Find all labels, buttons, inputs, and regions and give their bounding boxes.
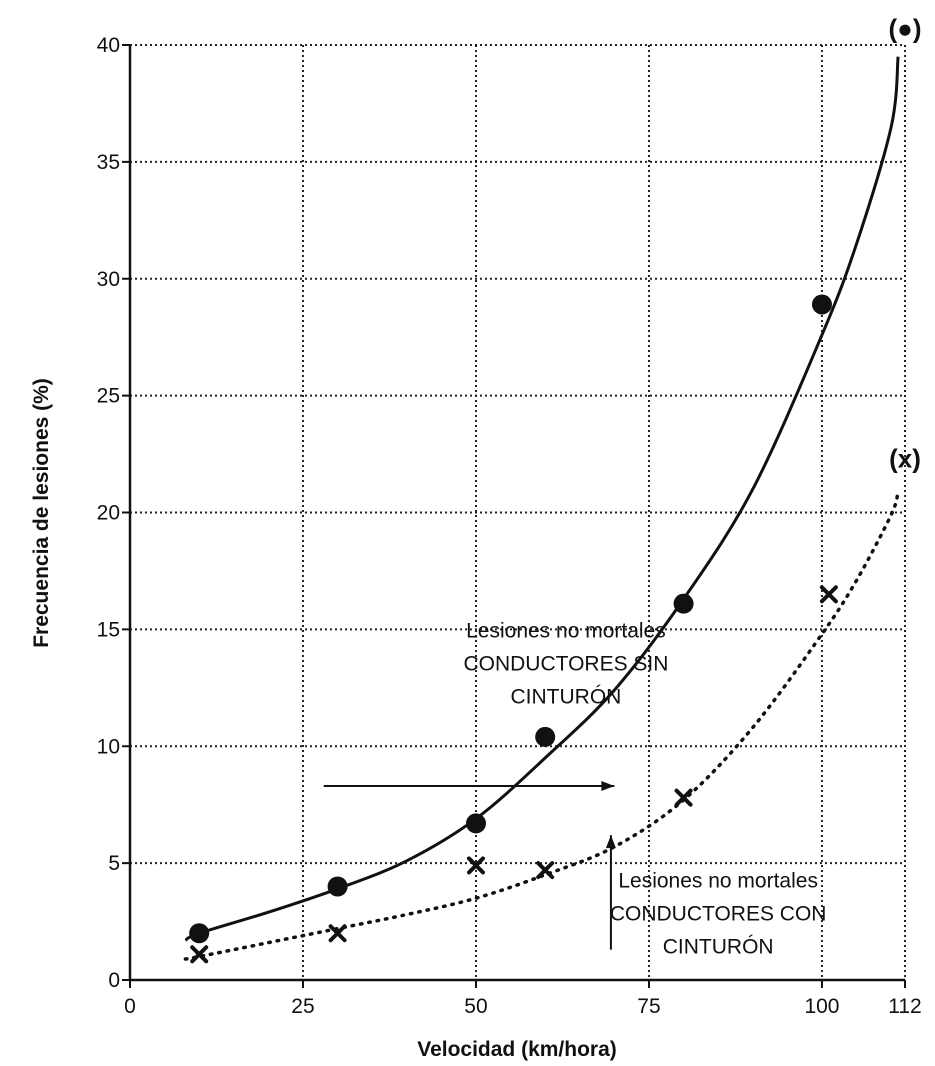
y-tick-label: 25 [97, 385, 120, 408]
x-tick-label: 0 [124, 995, 136, 1018]
y-tick-label: 35 [97, 151, 120, 174]
x-tick-label: 75 [637, 995, 660, 1018]
annotations: Lesiones no mortales CONDUCTORES SIN CINTU… [323, 619, 827, 958]
annotation-arrowhead [605, 835, 616, 849]
trend-lines [183, 56, 900, 961]
trend-line-series-1 [184, 56, 900, 942]
y-tick-label: 40 [97, 34, 120, 57]
x-tick-label: 112 [888, 995, 921, 1018]
annotation-text: Lesiones no mortales [618, 869, 818, 892]
data-point-x [328, 924, 347, 943]
data-point-x [819, 585, 838, 604]
annotation-text: CINTURÓN [663, 935, 774, 958]
data-point-circle [189, 923, 210, 944]
axes [122, 44, 906, 988]
x-axis-title: Velocidad (km/hora) [417, 1038, 617, 1061]
annotation-text: CONDUCTORES CON [610, 902, 827, 925]
labels: 0 5 10 15 20 25 30 35 40 0 25 50 75 100 112 (●) (x) [97, 14, 922, 1018]
y-axis-title: Frecuencia de lesiones (%) [30, 378, 53, 648]
y-tick-label: 0 [108, 969, 120, 992]
data-point-circle [327, 876, 348, 897]
data-point-circle [465, 813, 486, 834]
y-tick-label: 30 [97, 268, 120, 291]
annotation-text: CONDUCTORES SIN [463, 652, 668, 675]
data-point-circle [811, 294, 832, 315]
data-point-x [536, 861, 555, 880]
data-point-circle [535, 726, 556, 747]
annotation-text: Lesiones no mortales [466, 619, 666, 642]
data-point-circle [673, 593, 694, 614]
annotation-text: CINTURÓN [511, 685, 622, 708]
data-point-x [190, 945, 209, 964]
y-tick-label: 20 [97, 502, 120, 525]
x-tick-label: 100 [804, 995, 839, 1018]
grid [130, 44, 906, 980]
x-tick-label: 25 [291, 995, 314, 1018]
x-tick-label: 50 [464, 995, 487, 1018]
y-tick-label: 15 [97, 618, 120, 641]
series-marker-label: (●) [888, 14, 921, 44]
y-tick-label: 10 [97, 735, 120, 758]
annotation-arrowhead [601, 780, 615, 791]
data-points [189, 294, 838, 964]
series-marker-label: (x) [889, 444, 921, 474]
trend-line-series-2 [183, 489, 900, 961]
data-point-x [466, 856, 485, 875]
data-point-x [674, 788, 693, 807]
y-tick-label: 5 [108, 852, 120, 875]
